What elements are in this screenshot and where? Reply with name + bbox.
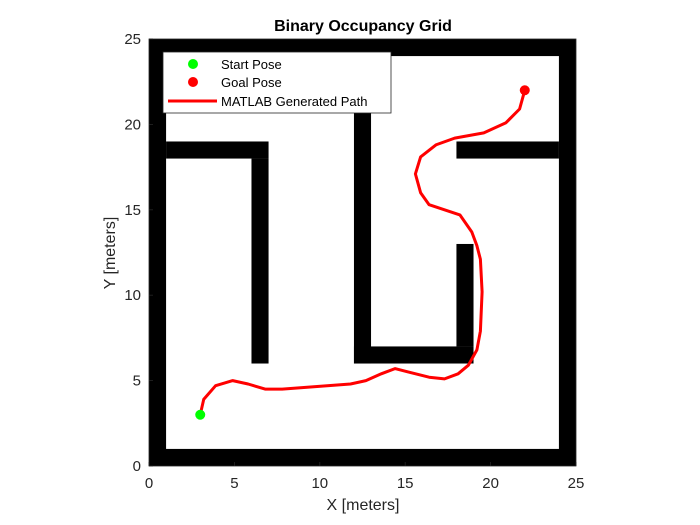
x-tick-label: 0 (145, 475, 153, 492)
start-pose-marker (195, 409, 206, 420)
legend-start-label: Start Pose (221, 57, 282, 72)
y-axis-label: Y [meters] (102, 217, 119, 290)
obstacle-bottom-wall (149, 448, 576, 466)
x-tick-label: 10 (311, 475, 328, 492)
x-tick-label: 5 (230, 475, 238, 492)
obstacle-left-horizontal-bar (166, 141, 269, 159)
y-tick-label: 15 (124, 202, 141, 219)
legend-start-marker-icon (188, 59, 198, 69)
legend-goal-label: Goal Pose (221, 75, 282, 90)
x-axis-label: X [meters] (327, 497, 400, 514)
legend-path-label: MATLAB Generated Path (221, 94, 367, 109)
y-tick-label: 25 (124, 31, 141, 48)
obstacles-layer (149, 39, 576, 466)
obstacle-left-wall (149, 39, 167, 466)
obstacle-right-horizontal-bar (456, 141, 559, 159)
x-tick-label: 20 (482, 475, 499, 492)
y-tick-label: 0 (133, 458, 141, 475)
obstacle-center-right-vertical-bar (456, 243, 474, 347)
legend-goal-marker-icon (188, 77, 198, 87)
y-tick-label: 20 (124, 116, 141, 133)
y-tick-label: 5 (133, 373, 141, 390)
legend[interactable]: Start Pose Goal Pose MATLAB Generated Pa… (162, 51, 392, 114)
obstacle-right-wall (558, 39, 576, 466)
obstacle-center-vertical-bar (353, 90, 372, 364)
y-tick-label: 10 (124, 287, 141, 304)
goal-pose-marker (519, 85, 530, 96)
obstacle-left-vertical-bar (251, 158, 269, 364)
obstacle-center-bottom-bar (353, 346, 474, 364)
x-tick-label: 25 (568, 475, 585, 492)
generated-path-line (198, 88, 527, 417)
x-axis-ticks: 0 5 10 15 20 25 (145, 462, 585, 492)
x-tick-label: 15 (397, 475, 414, 492)
chart-title: Binary Occupancy Grid (274, 18, 452, 35)
y-axis-ticks: 0 5 10 15 20 25 (124, 31, 153, 475)
